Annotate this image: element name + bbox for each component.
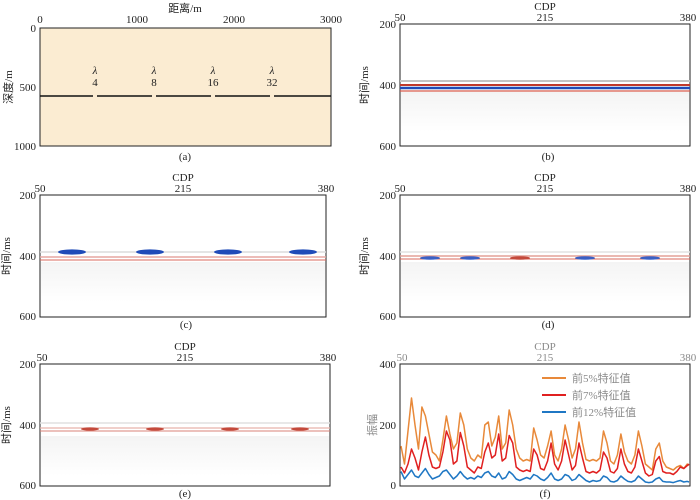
legend: 前5%特征值 前7%特征值 前12%特征值: [542, 371, 636, 419]
panel-d-ylabel: 时间/ms: [358, 237, 371, 275]
panel-d-xtick-2: 380: [680, 183, 697, 195]
legend-label-5pct: 前5%特征值: [572, 371, 631, 385]
series-line-1: [400, 430, 690, 477]
lambda-symbol-1: λ: [92, 65, 98, 77]
panel-c-ylabel: 时间/ms: [0, 237, 13, 275]
panel-b-xlabel: CDP: [534, 1, 555, 13]
panel-c: CDP 50 215 380 200 400 600 时间/ms (c): [0, 172, 335, 331]
panel-a-ytick-0: 0: [31, 23, 37, 35]
panel-a-ylabel: 深度/m: [1, 70, 15, 104]
panel-d-ytick-1: 400: [380, 251, 397, 263]
panel-b-label: (b): [542, 151, 555, 163]
panel-d-blob-1: [420, 256, 440, 260]
panel-f-label: (f): [540, 488, 551, 500]
panel-b-xtick-1: 215: [537, 12, 554, 24]
panel-c-xlabel: CDP: [172, 172, 193, 184]
panel-d-blob-2: [460, 256, 480, 260]
panel-a-xtick-0: 0: [37, 14, 43, 26]
panel-e-label: (e): [179, 488, 192, 500]
panel-d-xtick-1: 215: [537, 183, 554, 195]
gap-label-2: 8: [151, 77, 157, 89]
panel-c-ghost: [41, 262, 325, 302]
panel-c-blob-4: [289, 249, 317, 255]
panel-b-xtick-0: 50: [395, 12, 407, 24]
panel-e-xtick-0: 50: [37, 352, 49, 364]
panel-e: CDP 50 215 380 200 400 600 时间/ms (e): [0, 341, 337, 500]
panel-d-blob-5: [640, 256, 660, 260]
panel-d-xlabel: CDP: [534, 172, 555, 184]
panel-a-xtick-2: 2000: [223, 14, 246, 26]
gap-label-1: 4: [92, 77, 98, 89]
panel-f-lines: [400, 397, 690, 484]
panel-e-ghost: [41, 436, 329, 476]
panel-f-ytick-0: 0: [391, 480, 397, 492]
panel-a-xtick-1: 1000: [126, 14, 149, 26]
legend-label-7pct: 前7%特征值: [572, 388, 631, 402]
panel-f-xtick-1: 215: [537, 352, 554, 364]
panel-b-ghost: [401, 92, 689, 132]
panel-a-ytick-2: 1000: [14, 141, 37, 153]
panel-f-ytick-1: 200: [380, 420, 397, 432]
panel-e-ytick-2: 600: [20, 480, 37, 492]
panel-e-ylabel: 时间/ms: [0, 406, 13, 444]
panel-d-ghost: [401, 262, 689, 302]
panel-f-xtick-2: 380: [680, 352, 697, 364]
panel-c-ytick-0: 200: [20, 190, 37, 202]
legend-label-12pct: 前12%特征值: [572, 405, 636, 419]
panel-e-blob-4: [291, 427, 309, 431]
panel-c-ytick-2: 600: [20, 311, 37, 323]
panel-d-blob-4: [575, 256, 595, 260]
panel-f-ytick-2: 400: [380, 359, 397, 371]
panel-f-xlabel: CDP: [534, 341, 555, 353]
panel-c-label: (c): [180, 319, 193, 331]
panel-e-blob-1: [81, 427, 99, 431]
model-background: [39, 27, 332, 147]
panel-b-ytick-1: 400: [380, 80, 397, 92]
panel-c-xtick-0: 50: [35, 183, 47, 195]
panel-f-xtick-0: 50: [397, 352, 409, 364]
lambda-symbol-2: λ: [151, 65, 157, 77]
panel-c-xtick-2: 380: [318, 183, 335, 195]
panel-e-blob-3: [221, 427, 239, 431]
panel-b-ytick-2: 600: [380, 141, 397, 153]
series-line-0: [400, 397, 690, 471]
panel-c-blob-1: [58, 249, 86, 255]
panel-c-blob-3: [214, 249, 242, 255]
panel-d-xtick-0: 50: [395, 183, 407, 195]
panel-e-blob-2: [146, 427, 164, 431]
gap-label-3: 16: [208, 77, 220, 89]
panel-b: CDP 50 215 380 200 400 600 时间/ms (b): [358, 1, 697, 163]
panel-d-ytick-0: 200: [380, 190, 397, 202]
panel-e-ytick-0: 200: [20, 359, 37, 371]
panel-f-ylabel: 振幅: [365, 414, 379, 436]
panel-d: CDP 50 215 380 200 400 600 时间/ms (d): [358, 172, 697, 331]
panel-a-ytick-1: 500: [20, 82, 37, 94]
panel-b-ylabel: 时间/ms: [358, 66, 371, 104]
panel-a-xtick-3: 3000: [320, 14, 343, 26]
lambda-symbol-3: λ: [210, 65, 216, 77]
panel-a: λ 4 λ 8 λ 16 λ 32 距离/m 0 1000 2000 3000 …: [1, 1, 343, 163]
gap-label-4: 32: [267, 77, 278, 89]
panel-d-blob-3: [510, 256, 530, 260]
panel-c-blob-2: [136, 249, 164, 255]
panel-b-ytick-0: 200: [380, 19, 397, 31]
panel-e-xtick-1: 215: [177, 352, 194, 364]
panel-d-label: (d): [542, 319, 555, 331]
panel-a-xlabel: 距离/m: [168, 1, 202, 15]
series-line-2: [400, 467, 690, 484]
lambda-symbol-4: λ: [269, 65, 275, 77]
panel-f: 前5%特征值 前7%特征值 前12%特征值 CDP 50 215 380 0 2…: [365, 341, 697, 500]
panel-c-ytick-1: 400: [20, 251, 37, 263]
panel-b-xtick-2: 380: [680, 12, 697, 24]
panel-a-label: (a): [179, 151, 192, 163]
panel-c-xtick-1: 215: [175, 183, 192, 195]
panel-e-xtick-2: 380: [320, 352, 337, 364]
panel-e-ytick-1: 400: [20, 420, 37, 432]
panel-d-ytick-2: 600: [380, 311, 397, 323]
panel-e-xlabel: CDP: [174, 341, 195, 353]
